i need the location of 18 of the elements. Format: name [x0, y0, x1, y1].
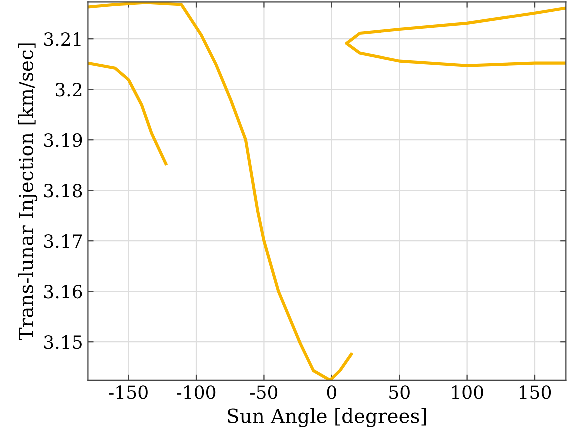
- x-tick-label: -50: [250, 386, 278, 400]
- x-tick-label: 100: [452, 386, 484, 400]
- y-axis-title: Trans-lunar Injection [km/sec]: [18, 44, 38, 340]
- x-tick-label: -150: [109, 386, 148, 400]
- y-tick-label: 3.2: [56, 83, 82, 97]
- line-series: [88, 62, 168, 167]
- y-tick-label: 3.18: [44, 184, 82, 198]
- x-tick-label: 150: [520, 386, 552, 400]
- y-tick-label: 3.16: [44, 285, 82, 299]
- x-tick-label: -100: [177, 386, 216, 400]
- line-series: [345, 6, 566, 68]
- y-tick-label: 3.21: [44, 32, 81, 46]
- x-tick-label: 0: [327, 386, 336, 400]
- x-tick-label: 50: [390, 386, 410, 400]
- y-tick-label: 3.17: [44, 234, 82, 248]
- y-tick-label: 3.19: [44, 134, 82, 148]
- y-tick-label: 3.15: [44, 336, 82, 350]
- x-axis-title: Sun Angle [degrees]: [228, 408, 426, 428]
